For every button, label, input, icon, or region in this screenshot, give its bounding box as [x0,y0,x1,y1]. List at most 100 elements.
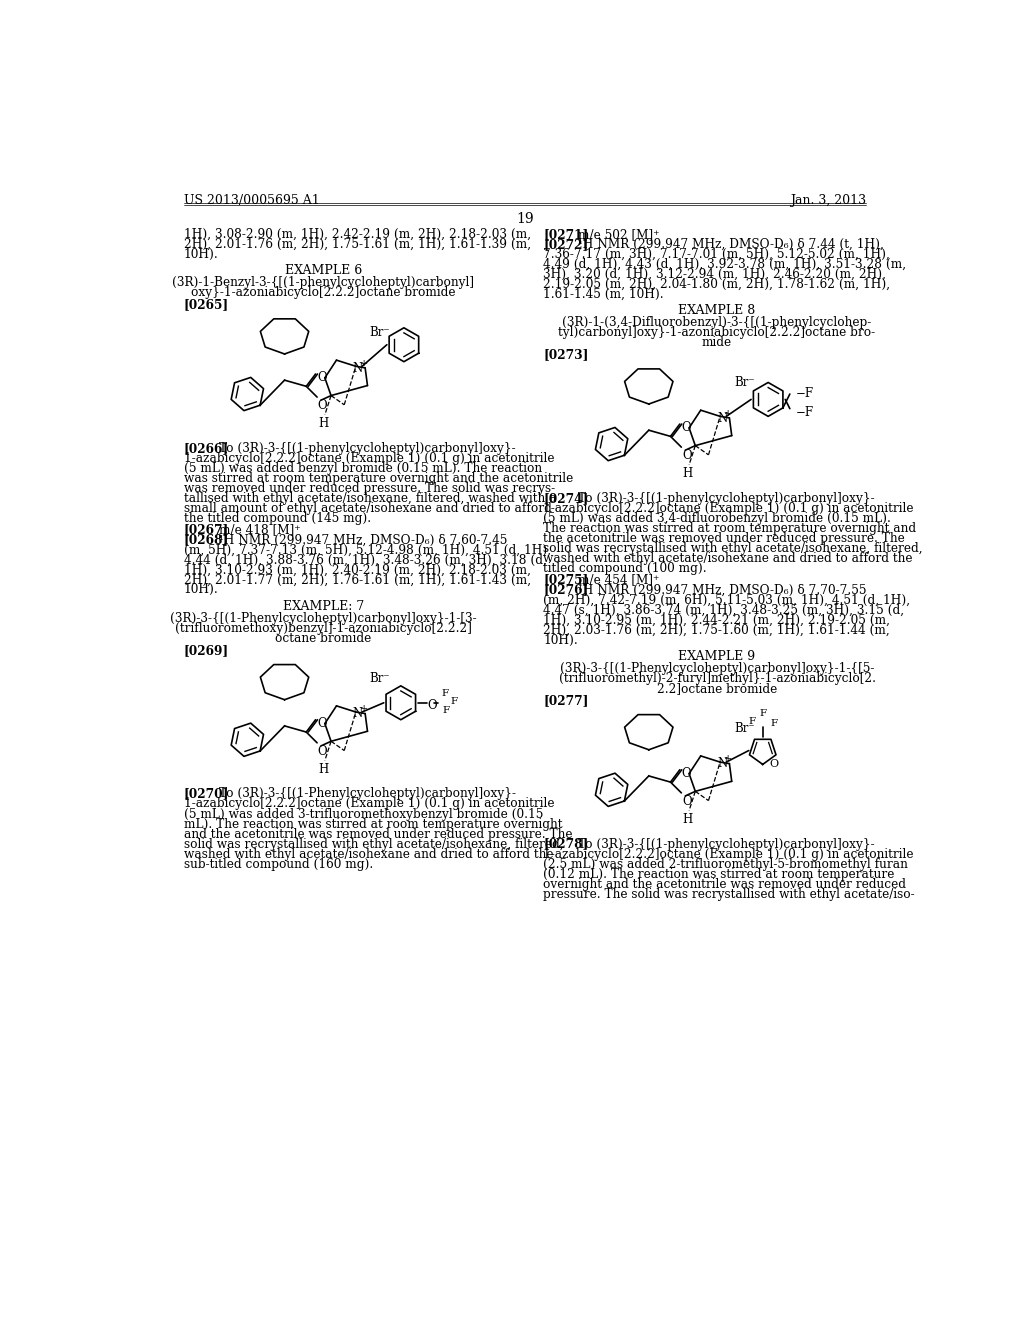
Text: oxy}-1-azoniabicyclo[2.2.2]octane bromide: oxy}-1-azoniabicyclo[2.2.2]octane bromid… [191,286,456,300]
Text: (5 mL) was added benzyl bromide (0.15 mL). The reaction: (5 mL) was added benzyl bromide (0.15 mL… [183,462,542,475]
Text: washed with ethyl acetate/isohexane and dried to afford the: washed with ethyl acetate/isohexane and … [544,552,913,565]
Text: H: H [682,813,692,826]
Text: [0267]: [0267] [183,524,229,536]
Text: [0270]: [0270] [183,788,229,800]
Text: (5 mL) was added 3,4-difluorobenzyl bromide (0.15 mL).: (5 mL) was added 3,4-difluorobenzyl brom… [544,512,891,525]
Text: Br⁻: Br⁻ [370,326,390,339]
Text: EXAMPLE 9: EXAMPLE 9 [679,649,756,663]
Text: m/e 502 [M]⁺: m/e 502 [M]⁺ [579,227,659,240]
Text: mide: mide [701,337,732,350]
Text: To (3R)-3-{[(1-phenylcycloheptyl)carbonyl]oxy}-: To (3R)-3-{[(1-phenylcycloheptyl)carbony… [219,442,515,455]
Text: 4.47 (s, 1H), 3.86-3.74 (m, 1H), 3.48-3.25 (m, 3H), 3.15 (d,: 4.47 (s, 1H), 3.86-3.74 (m, 1H), 3.48-3.… [544,603,904,616]
Text: Jan. 3, 2013: Jan. 3, 2013 [790,194,866,207]
Text: (trifluoromethyl)-2-furyl]methyl}-1-azoniabicyclo[2.: (trifluoromethyl)-2-furyl]methyl}-1-azon… [558,672,876,685]
Text: Br⁻: Br⁻ [734,722,755,735]
Text: was removed under reduced pressure. The solid was recrys-: was removed under reduced pressure. The … [183,482,555,495]
Text: 1-azabicyclo[2.2.2]octane (Example 1) (0.1 g) in acetonitrile: 1-azabicyclo[2.2.2]octane (Example 1) (0… [544,847,913,861]
Text: N: N [352,708,362,721]
Text: [0273]: [0273] [544,348,589,362]
Text: O: O [682,449,692,462]
Text: 1.61-1.45 (m, 10H).: 1.61-1.45 (m, 10H). [544,288,664,301]
Text: O: O [317,744,328,758]
Text: N: N [717,412,727,425]
Text: 1H), 3.10-2.95 (m, 1H), 2.44-2.21 (m, 2H), 2.19-2.05 (m,: 1H), 3.10-2.95 (m, 1H), 2.44-2.21 (m, 2H… [544,614,891,627]
Text: O: O [681,767,691,780]
Text: To (3R)-3-{[(1-phenylcycloheptyl)carbonyl]oxy}-: To (3R)-3-{[(1-phenylcycloheptyl)carbony… [579,838,874,850]
Text: H: H [682,467,692,480]
Text: 2.19-2.05 (m, 2H), 2.04-1.80 (m, 2H), 1.78-1.62 (m, 1H),: 2.19-2.05 (m, 2H), 2.04-1.80 (m, 2H), 1.… [544,277,891,290]
Text: N: N [717,758,727,771]
Text: overnight and the acetonitrile was removed under reduced: overnight and the acetonitrile was remov… [544,878,906,891]
Text: (3R)-1-Benzyl-3-{[(1-phenylcycloheptyl)carbonyl]: (3R)-1-Benzyl-3-{[(1-phenylcycloheptyl)c… [172,276,474,289]
Text: [0272]: [0272] [544,238,589,251]
Text: (3R)-1-(3,4-Difluorobenzyl)-3-{[(1-phenylcyclohep-: (3R)-1-(3,4-Difluorobenzyl)-3-{[(1-pheny… [562,317,871,329]
Text: N: N [352,362,362,375]
Text: mL). The reaction was stirred at room temperature overnight: mL). The reaction was stirred at room te… [183,817,562,830]
Text: [0266]: [0266] [183,442,229,455]
Text: EXAMPLE: 7: EXAMPLE: 7 [283,599,364,612]
Text: −F: −F [796,387,814,400]
Text: O: O [317,717,327,730]
Text: 2.2]octane bromide: 2.2]octane bromide [656,682,777,696]
Text: ¹H NMR (299.947 MHz, DMSO-D₆) δ 7.60-7.45: ¹H NMR (299.947 MHz, DMSO-D₆) δ 7.60-7.4… [219,533,507,546]
Text: 4.49 (d, 1H), 4.43 (d, 1H), 3.92-3.78 (m, 1H), 3.51-3.28 (m,: 4.49 (d, 1H), 4.43 (d, 1H), 3.92-3.78 (m… [544,257,906,271]
Text: [0269]: [0269] [183,644,229,657]
Text: solid was recrystallised with ethyl acetate/isohexane, filtered,: solid was recrystallised with ethyl acet… [544,543,923,554]
Text: [0277]: [0277] [544,694,589,708]
Text: 1-azabicyclo[2.2.2]octane (Example 1) (0.1 g) in acetonitrile: 1-azabicyclo[2.2.2]octane (Example 1) (0… [544,502,913,515]
Text: F: F [760,709,767,718]
Text: O: O [770,759,779,768]
Text: 19: 19 [516,213,534,226]
Text: 1-azabicyclo[2.2.2]octane (Example 1) (0.1 g) in acetonitrile: 1-azabicyclo[2.2.2]octane (Example 1) (0… [183,451,554,465]
Text: small amount of ethyl acetate/isohexane and dried to afford: small amount of ethyl acetate/isohexane … [183,502,552,515]
Text: washed with ethyl acetate/isohexane and dried to afford the: washed with ethyl acetate/isohexane and … [183,847,553,861]
Text: and the acetonitrile was removed under reduced pressure. The: and the acetonitrile was removed under r… [183,828,572,841]
Text: F: F [441,689,449,698]
Text: F: F [442,706,450,715]
Text: F: F [749,717,756,726]
Text: To (3R)-3-{[(1-phenylcycloheptyl)carbonyl]oxy}-: To (3R)-3-{[(1-phenylcycloheptyl)carbony… [579,492,874,504]
Text: Br⁻: Br⁻ [734,376,755,389]
Text: the acetonitrile was removed under reduced pressure. The: the acetonitrile was removed under reduc… [544,532,905,545]
Text: (5 mL) was added 3-trifluoromethoxybenzyl bromide (0.15: (5 mL) was added 3-trifluoromethoxybenzy… [183,808,543,821]
Text: O: O [682,795,692,808]
Text: solid was recrystallised with ethyl acetate/isohexane, filtered,: solid was recrystallised with ethyl acet… [183,838,563,850]
Text: (3R)-3-{[(1-Phenylcycloheptyl)carbonyl]oxy}-1-[3-: (3R)-3-{[(1-Phenylcycloheptyl)carbonyl]o… [170,612,476,624]
Text: (3R)-3-{[(1-Phenylcycloheptyl)carbonyl]oxy}-1-{[5-: (3R)-3-{[(1-Phenylcycloheptyl)carbonyl]o… [560,663,874,675]
Text: F: F [770,719,777,727]
Text: EXAMPLE 8: EXAMPLE 8 [678,304,756,317]
Text: H: H [318,417,329,430]
Text: [0278]: [0278] [544,838,589,850]
Text: (trifluoromethoxy)benzyl]-1-azoniabicyclo[2.2.2]: (trifluoromethoxy)benzyl]-1-azoniabicycl… [175,622,472,635]
Text: −F: −F [796,405,814,418]
Text: pressure. The solid was recrystallised with ethyl acetate/iso-: pressure. The solid was recrystallised w… [544,887,915,900]
Text: sub-titled compound (160 mg).: sub-titled compound (160 mg). [183,858,373,871]
Text: m/e 454 [M]⁺: m/e 454 [M]⁺ [579,573,659,586]
Text: 4.44 (d, 1H), 3.88-3.76 (m, 1H), 3.48-3.26 (m, 3H), 3.18 (d,: 4.44 (d, 1H), 3.88-3.76 (m, 1H), 3.48-3.… [183,553,547,566]
Text: 10H).: 10H). [183,248,218,261]
Text: To (3R)-3-{[(1-Phenylcycloheptyl)carbonyl]oxy}-: To (3R)-3-{[(1-Phenylcycloheptyl)carbony… [219,788,516,800]
Text: +: + [359,359,368,367]
Text: [0271]: [0271] [544,227,589,240]
Text: O: O [427,700,437,711]
Text: (m, 5H), 7.37-7.13 (m, 5H), 5.12-4.98 (m, 1H), 4.51 (d, 1H),: (m, 5H), 7.37-7.13 (m, 5H), 5.12-4.98 (m… [183,544,551,557]
Text: 10H).: 10H). [183,583,218,597]
Text: Br⁻: Br⁻ [370,672,390,685]
Text: 3H), 3.20 (d, 1H), 3.12-2.94 (m, 1H), 2.46-2.20 (m, 2H),: 3H), 3.20 (d, 1H), 3.12-2.94 (m, 1H), 2.… [544,268,887,281]
Text: 2H), 2.01-1.77 (m, 2H), 1.76-1.61 (m, 1H), 1.61-1.43 (m,: 2H), 2.01-1.77 (m, 2H), 1.76-1.61 (m, 1H… [183,573,530,586]
Text: F: F [451,697,458,706]
Text: +: + [724,755,732,763]
Text: O: O [317,400,328,412]
Text: (2.5 mL) was added 2-trifluoromethyl-5-bromomethyl furan: (2.5 mL) was added 2-trifluoromethyl-5-b… [544,858,908,871]
Text: 1H), 3.10-2.93 (m, 1H), 2.40-2.19 (m, 2H), 2.18-2.03 (m,: 1H), 3.10-2.93 (m, 1H), 2.40-2.19 (m, 2H… [183,564,530,577]
Text: 1H), 3.08-2.90 (m, 1H), 2.42-2.19 (m, 2H), 2.18-2.03 (m,: 1H), 3.08-2.90 (m, 1H), 2.42-2.19 (m, 2H… [183,227,530,240]
Text: ¹H NMR (299.947 MHz, DMSO-D₆) δ 7.70-7.55: ¹H NMR (299.947 MHz, DMSO-D₆) δ 7.70-7.5… [579,583,866,597]
Text: tallised with ethyl acetate/isohexane, filtered, washed with a: tallised with ethyl acetate/isohexane, f… [183,492,556,504]
Text: 2H), 2.01-1.76 (m, 2H), 1.75-1.61 (m, 1H), 1.61-1.39 (m,: 2H), 2.01-1.76 (m, 2H), 1.75-1.61 (m, 1H… [183,238,530,251]
Text: 1-azabicyclo[2.2.2]octane (Example 1) (0.1 g) in acetonitrile: 1-azabicyclo[2.2.2]octane (Example 1) (0… [183,797,554,810]
Text: octane bromide: octane bromide [275,632,372,645]
Text: O: O [681,421,691,434]
Text: O: O [317,371,327,384]
Text: tyl)carbonyl]oxy}-1-azoniabicyclo[2.2.2]octane bro-: tyl)carbonyl]oxy}-1-azoniabicyclo[2.2.2]… [558,326,876,339]
Text: was stirred at room temperature overnight and the acetonitrile: was stirred at room temperature overnigh… [183,471,573,484]
